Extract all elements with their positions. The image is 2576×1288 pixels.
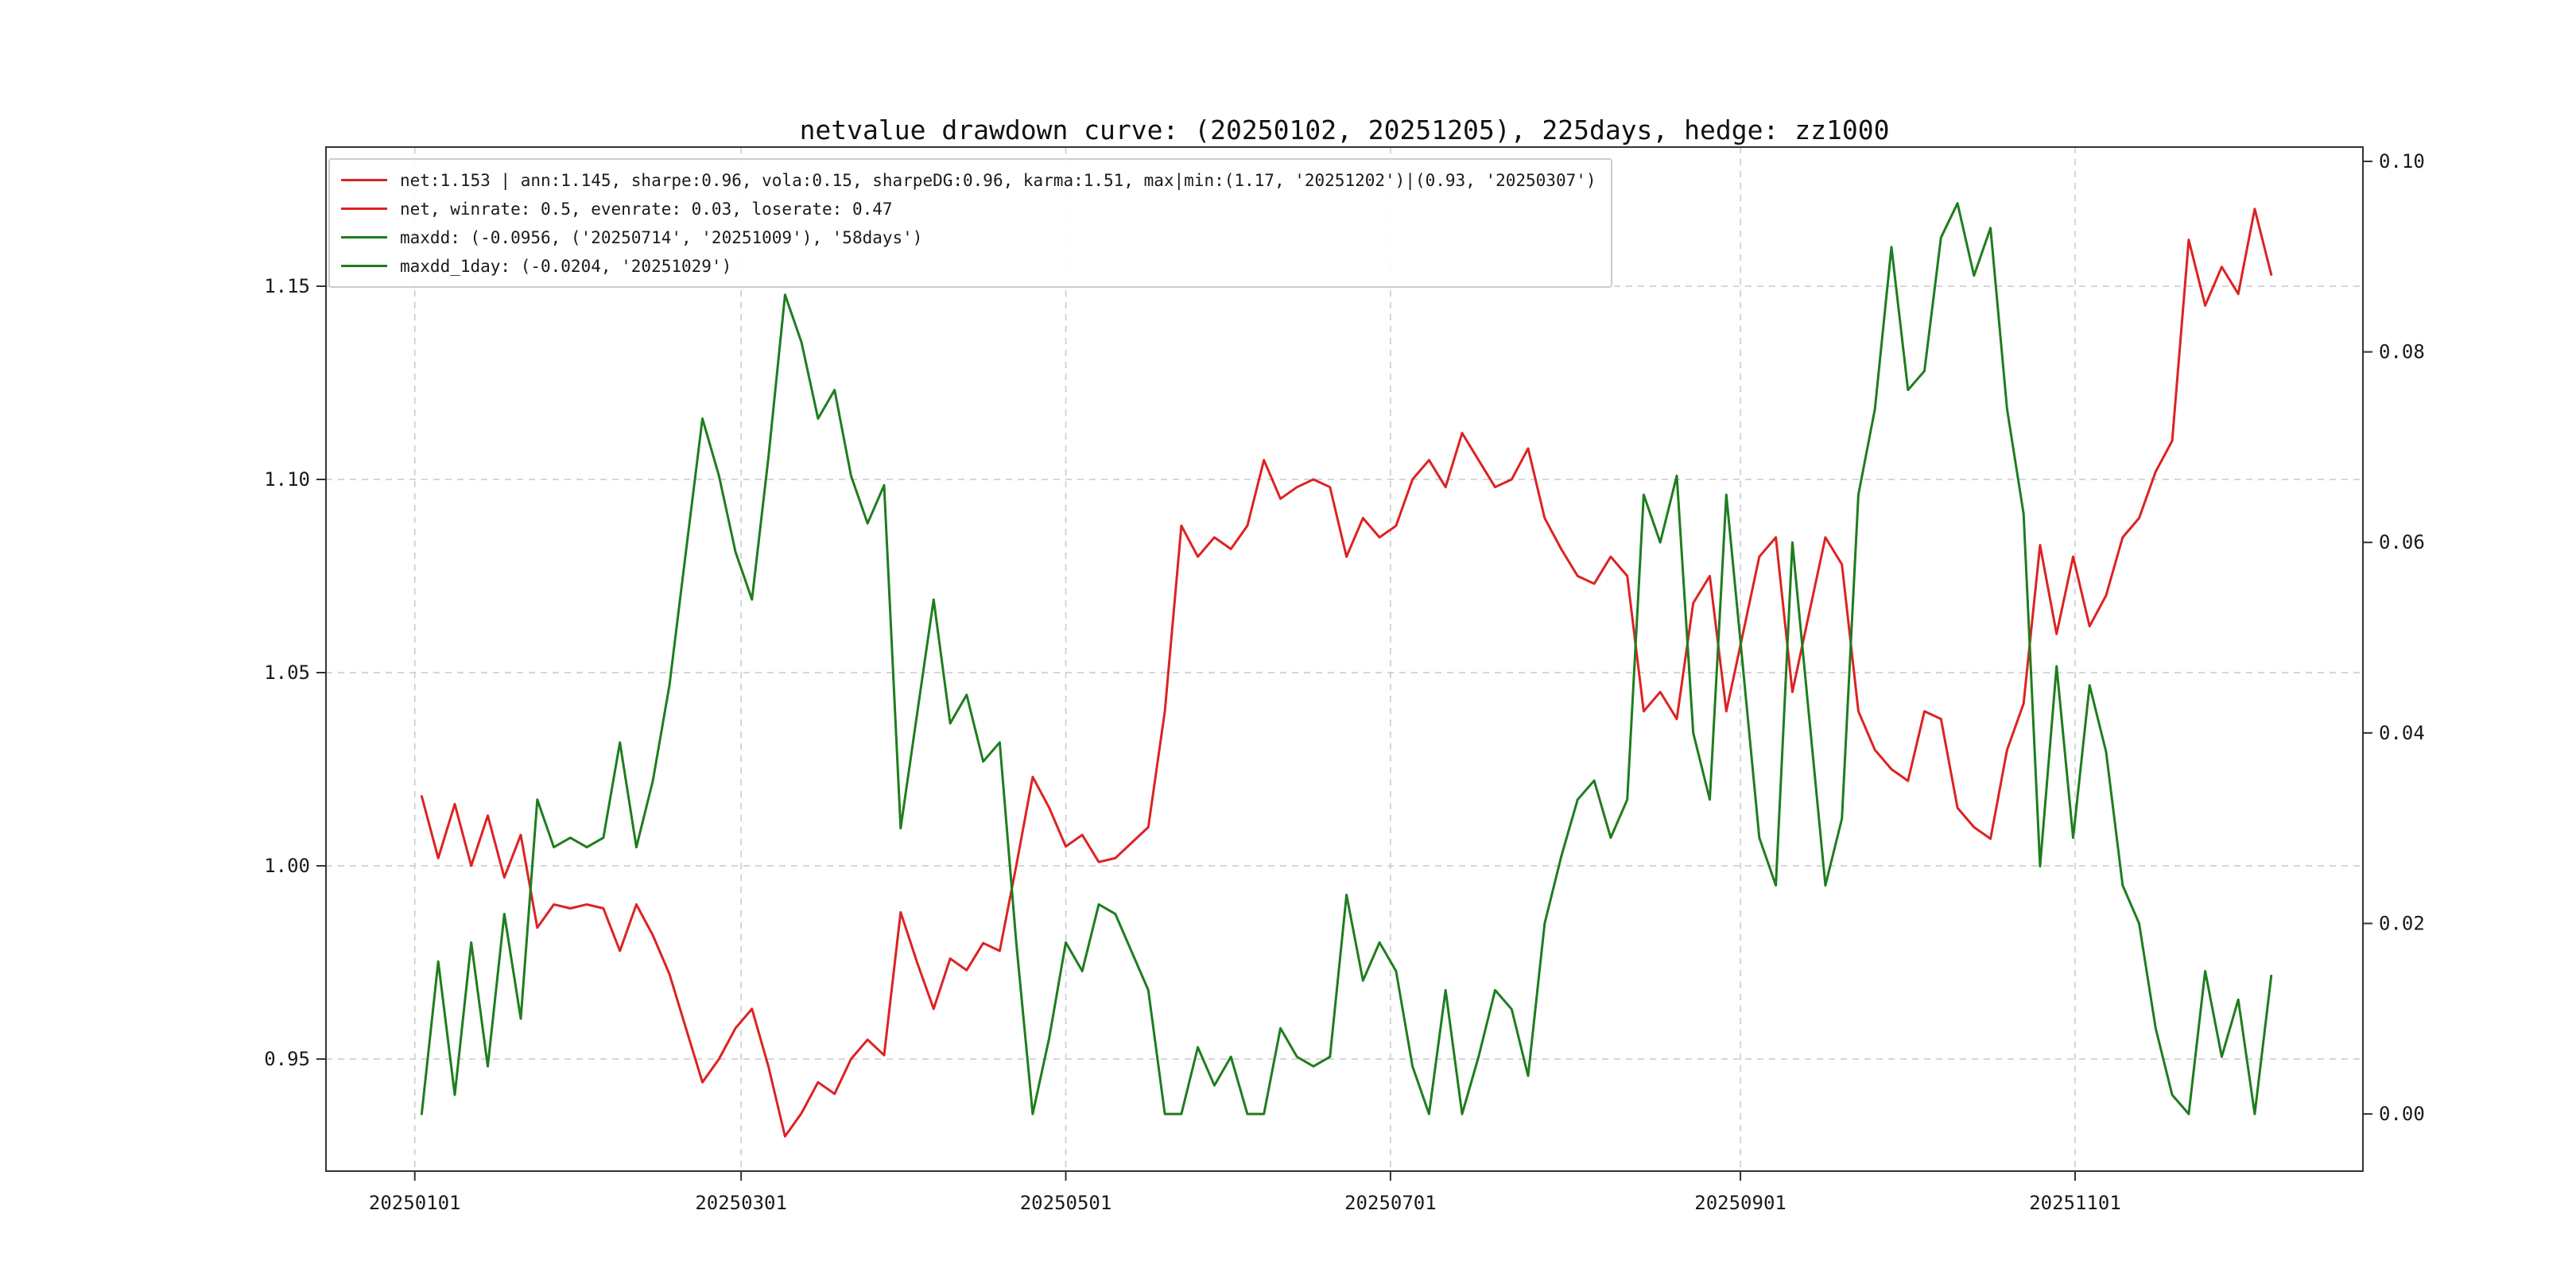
legend-item: maxdd: (-0.0956, ('20250714', '20251009'… — [341, 225, 1596, 250]
legend-line-sample — [341, 208, 387, 210]
right-tick-label: 0.00 — [2379, 1103, 2425, 1125]
right-tick-label: 0.04 — [2379, 722, 2425, 744]
x-tick-label: 20250101 — [369, 1192, 461, 1214]
left-tick-label: 1.15 — [264, 275, 310, 297]
legend-line-sample — [341, 265, 387, 267]
legend-item: maxdd_1day: (-0.0204, '20251029') — [341, 254, 1596, 278]
x-tick-label: 20250501 — [1020, 1192, 1112, 1214]
left-tick-label: 0.95 — [264, 1048, 310, 1070]
legend-label: maxdd_1day: (-0.0204, '20251029') — [400, 256, 732, 276]
left-tick-label: 1.10 — [264, 468, 310, 491]
legend: net:1.153 | ann:1.145, sharpe:0.96, vola… — [328, 158, 1612, 288]
legend-item: net, winrate: 0.5, evenrate: 0.03, loser… — [341, 196, 1596, 221]
legend-line-sample — [341, 236, 387, 239]
legend-line-sample — [341, 179, 387, 181]
plot-border — [325, 146, 2364, 1172]
chart-title: netvalue drawdown curve: (20250102, 2025… — [799, 114, 1890, 145]
legend-item: net:1.153 | ann:1.145, sharpe:0.96, vola… — [341, 168, 1596, 192]
right-tick-label: 0.06 — [2379, 531, 2425, 553]
net-line — [420, 208, 2273, 1138]
left-tick-label: 1.00 — [264, 855, 310, 877]
right-tick-label: 0.02 — [2379, 912, 2425, 934]
x-tick-label: 20250901 — [1694, 1192, 1787, 1214]
legend-label: net:1.153 | ann:1.145, sharpe:0.96, vola… — [400, 170, 1596, 190]
right-tick-label: 0.08 — [2379, 341, 2425, 363]
x-tick-label: 20250301 — [695, 1192, 787, 1214]
x-tick-label: 20251101 — [2029, 1192, 2121, 1214]
legend-label: net, winrate: 0.5, evenrate: 0.03, loser… — [400, 199, 893, 219]
drawdown-line — [420, 202, 2273, 1115]
left-tick-label: 1.05 — [264, 661, 310, 684]
right-tick-label: 0.10 — [2379, 150, 2425, 173]
x-tick-label: 20250701 — [1344, 1192, 1437, 1214]
legend-label: maxdd: (-0.0956, ('20250714', '20251009'… — [400, 227, 923, 247]
